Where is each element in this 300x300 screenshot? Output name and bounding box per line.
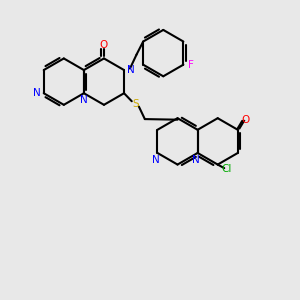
Text: N: N [127, 65, 134, 75]
Text: N: N [152, 154, 160, 164]
Text: S: S [132, 99, 139, 109]
Text: N: N [192, 154, 200, 164]
Text: N: N [33, 88, 41, 98]
Text: F: F [188, 60, 194, 70]
Text: O: O [242, 115, 250, 125]
Text: O: O [100, 40, 108, 50]
Text: N: N [80, 95, 88, 105]
Text: Cl: Cl [221, 164, 232, 174]
